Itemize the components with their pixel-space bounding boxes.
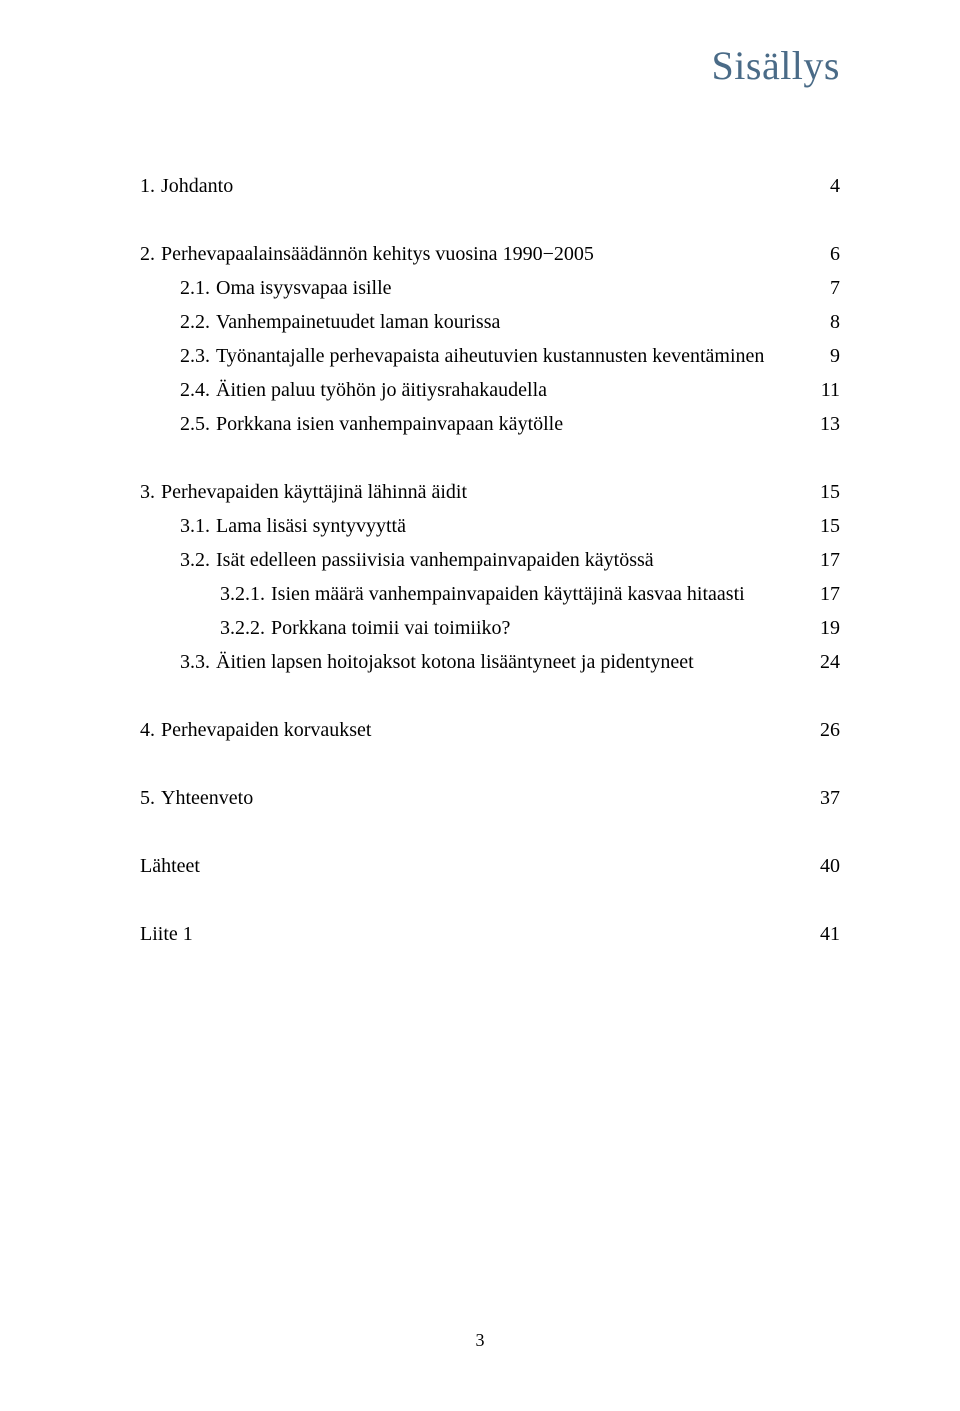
toc-entry-number: 2.2. bbox=[180, 305, 216, 339]
toc-entry-page: 17 bbox=[814, 543, 840, 577]
toc-entry-label: Äitien lapsen hoitojaksot kotona lisäänt… bbox=[216, 645, 694, 679]
toc-entry: 3.2.2.Porkkana toimii vai toimiiko? 19 bbox=[220, 611, 840, 645]
toc-entry-page: 19 bbox=[814, 611, 840, 645]
toc-entry: 3.3.Äitien lapsen hoitojaksot kotona lis… bbox=[180, 645, 840, 679]
toc-entry: 3.2.Isät edelleen passiivisia vanhempain… bbox=[180, 543, 840, 577]
toc-entry: 4.Perhevapaiden korvaukset 26 bbox=[140, 713, 840, 747]
toc-entry-label: Liite 1 bbox=[140, 917, 193, 951]
toc-entry-page: 9 bbox=[814, 339, 840, 373]
toc-entry-label: Johdanto bbox=[161, 169, 233, 203]
toc-entry-label: Perhevapaalainsäädännön kehitys vuosina … bbox=[161, 237, 594, 271]
toc-entry: 1.Johdanto 4 bbox=[140, 169, 840, 203]
toc-entry-label: Yhteenveto bbox=[161, 781, 253, 815]
page-number: 3 bbox=[0, 1330, 960, 1351]
toc-group-gap bbox=[140, 679, 840, 713]
toc-entry-page: 24 bbox=[814, 645, 840, 679]
toc-entry-page: 13 bbox=[814, 407, 840, 441]
toc-entry: 2.3.Työnantajalle perhevapaista aiheutuv… bbox=[180, 339, 840, 373]
toc-entry-page: 6 bbox=[814, 237, 840, 271]
toc-entry-label: Perhevapaiden käyttäjinä lähinnä äidit bbox=[161, 475, 467, 509]
toc-entry-page: 8 bbox=[814, 305, 840, 339]
toc-entry: 2.4.Äitien paluu työhön jo äitiysrahakau… bbox=[180, 373, 840, 407]
toc-entry-label: Työnantajalle perhevapaista aiheutuvien … bbox=[216, 339, 764, 373]
toc-entry-label: Porkkana toimii vai toimiiko? bbox=[271, 611, 510, 645]
toc-entry-number: 3.2.2. bbox=[220, 611, 271, 645]
toc-entry-label: Porkkana isien vanhempainvapaan käytölle bbox=[216, 407, 563, 441]
toc-entry-number: 3. bbox=[140, 475, 161, 509]
page: Sisällys 1.Johdanto 4 2.Perhevapaalainsääd… bbox=[0, 0, 960, 1411]
toc-entry-page: 41 bbox=[814, 917, 840, 951]
toc-group-gap bbox=[140, 815, 840, 849]
toc-entry-number: 2.1. bbox=[180, 271, 216, 305]
toc-entry-label: Lama lisäsi syntyvyyttä bbox=[216, 509, 406, 543]
toc-entry-number: 2. bbox=[140, 237, 161, 271]
toc-entry-label: Lähteet bbox=[140, 849, 200, 883]
toc-entry-page: 40 bbox=[814, 849, 840, 883]
toc-entry-number: 2.4. bbox=[180, 373, 216, 407]
toc-entry-number: 1. bbox=[140, 169, 161, 203]
toc-entry-label: Isien määrä vanhempainvapaiden käyttäjin… bbox=[271, 577, 745, 611]
toc-entry-number: 3.2. bbox=[180, 543, 216, 577]
toc-entry-label: Isät edelleen passiivisia vanhempainvapa… bbox=[216, 543, 654, 577]
toc-entry: 2.Perhevapaalainsäädännön kehitys vuosin… bbox=[140, 237, 840, 271]
toc-entry-page: 26 bbox=[814, 713, 840, 747]
toc-entry: 2.1.Oma isyysvapaa isille 7 bbox=[180, 271, 840, 305]
toc-entry-label: Perhevapaiden korvaukset bbox=[161, 713, 371, 747]
toc-entry: 2.2.Vanhempainetuudet laman kourissa 8 bbox=[180, 305, 840, 339]
toc-entry: 2.5.Porkkana isien vanhempainvapaan käyt… bbox=[180, 407, 840, 441]
toc-entry-number: 5. bbox=[140, 781, 161, 815]
toc-entry-number: 4. bbox=[140, 713, 161, 747]
toc-entry-label: Äitien paluu työhön jo äitiysrahakaudell… bbox=[216, 373, 547, 407]
toc-entry-page: 7 bbox=[814, 271, 840, 305]
toc-entry-page: 11 bbox=[814, 373, 840, 407]
toc-entry-number: 3.2.1. bbox=[220, 577, 271, 611]
toc-entry-label: Oma isyysvapaa isille bbox=[216, 271, 392, 305]
toc-entry-number: 2.5. bbox=[180, 407, 216, 441]
toc-entry-page: 15 bbox=[814, 509, 840, 543]
toc-group-gap bbox=[140, 441, 840, 475]
toc-entry: Liite 1 41 bbox=[140, 917, 840, 951]
toc-entry-label: Vanhempainetuudet laman kourissa bbox=[216, 305, 500, 339]
toc-entry-page: 15 bbox=[814, 475, 840, 509]
toc-entry-number: 3.3. bbox=[180, 645, 216, 679]
toc-entry-number: 2.3. bbox=[180, 339, 216, 373]
toc-entry: 3.2.1.Isien määrä vanhempainvapaiden käy… bbox=[220, 577, 840, 611]
toc-entry: 3.1.Lama lisäsi syntyvyyttä 15 bbox=[180, 509, 840, 543]
toc-entry-number: 3.1. bbox=[180, 509, 216, 543]
toc-group-gap bbox=[140, 203, 840, 237]
toc-group-gap bbox=[140, 747, 840, 781]
toc-entry: 5.Yhteenveto 37 bbox=[140, 781, 840, 815]
toc-entry: Lähteet 40 bbox=[140, 849, 840, 883]
toc-entry: 3.Perhevapaiden käyttäjinä lähinnä äidit… bbox=[140, 475, 840, 509]
toc-entry-page: 17 bbox=[814, 577, 840, 611]
toc-group-gap bbox=[140, 883, 840, 917]
toc-entry-page: 37 bbox=[814, 781, 840, 815]
page-title: Sisällys bbox=[140, 42, 840, 89]
toc-entry-page: 4 bbox=[814, 169, 840, 203]
table-of-contents: 1.Johdanto 4 2.Perhevapaalainsäädännön keh… bbox=[140, 169, 840, 951]
